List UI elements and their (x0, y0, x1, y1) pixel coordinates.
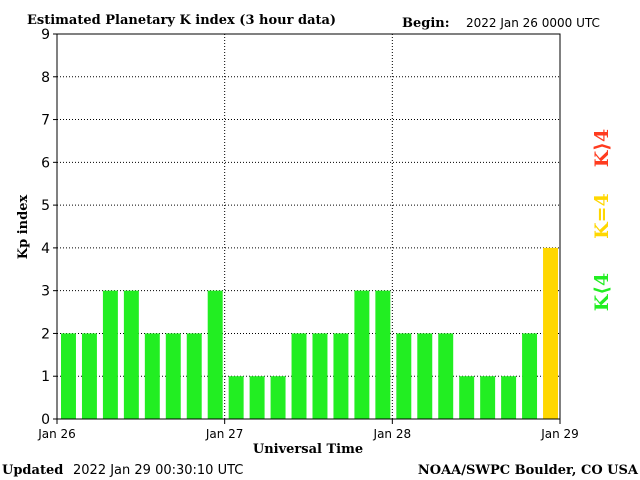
kp-bar (81, 333, 97, 419)
begin-value: 2022 Jan 26 0000 UTC (466, 16, 600, 30)
kp-bar (228, 376, 244, 419)
y-tick-label: 1 (41, 369, 50, 385)
y-tick-label: 4 (41, 241, 50, 257)
kp-bar (354, 290, 370, 419)
credit-text: NOAA/SWPC Boulder, CO USA (418, 463, 639, 478)
kp-bar (207, 290, 223, 419)
kp-bar (522, 333, 538, 419)
kp-bar (61, 333, 76, 419)
kp-bar (144, 333, 160, 419)
kp-bar (123, 290, 139, 419)
x-axis-ticks: Jan 26 Jan 27 Jan 28 Jan 29 (37, 419, 579, 441)
x-tick-label: Jan 27 (205, 427, 244, 441)
kp-bar (480, 376, 496, 419)
legend-k-below-4: K⟨4 (591, 273, 613, 311)
x-tick-label: Jan 28 (373, 427, 412, 441)
updated-value: 2022 Jan 29 00:30:10 UTC (73, 463, 243, 478)
y-axis-ticks: 0 1 2 3 4 5 6 7 8 9 (41, 27, 57, 428)
bars (61, 247, 558, 419)
kp-bar (543, 247, 558, 419)
kp-bar (333, 333, 349, 419)
kp-bar (102, 290, 118, 419)
plot-frame (56, 33, 561, 420)
chart-title: Estimated Planetary K index (3 hour data… (27, 13, 336, 28)
y-tick-label: 6 (41, 155, 50, 171)
grid-lines (57, 33, 560, 419)
kp-bar (375, 290, 391, 419)
kp-bar (459, 376, 475, 419)
kp-bar (501, 376, 517, 419)
y-tick-label: 7 (41, 113, 50, 129)
x-tick-label: Jan 26 (37, 427, 76, 441)
kp-bar (270, 376, 286, 419)
y-tick-label: 8 (41, 70, 50, 86)
kp-bar (249, 376, 265, 419)
kp-bar (396, 333, 412, 419)
kp-bar (312, 333, 328, 419)
kp-bar (165, 333, 181, 419)
kp-bar (417, 333, 433, 419)
x-axis-label: Universal Time (253, 442, 363, 457)
x-tick-label: Jan 29 (540, 427, 579, 441)
kp-bar (438, 333, 454, 419)
kp-bar (186, 333, 202, 419)
y-tick-label: 3 (41, 284, 50, 300)
updated-label: Updated (2, 463, 63, 478)
y-tick-label: 0 (41, 412, 50, 428)
y-tick-label: 9 (41, 27, 50, 43)
kp-bar (291, 333, 307, 419)
legend-k-above-4: K⟩4 (591, 129, 613, 167)
y-tick-label: 5 (41, 198, 50, 214)
y-tick-label: 2 (41, 326, 50, 342)
begin-label: Begin: (402, 16, 450, 31)
y-axis-label: Kp index (16, 195, 31, 260)
legend-k-equal-4: K=4 (591, 193, 613, 239)
